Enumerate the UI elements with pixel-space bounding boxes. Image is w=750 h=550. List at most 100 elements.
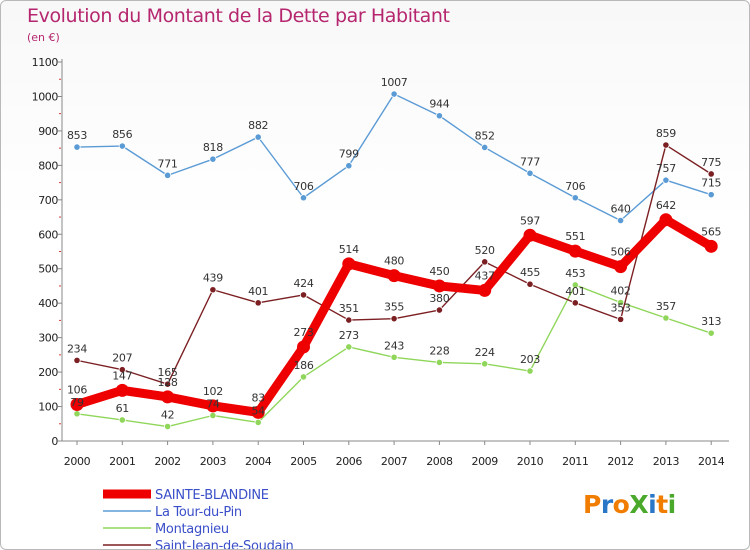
data-label: 273 (339, 329, 359, 342)
y-unit-label: (en €) (27, 31, 60, 44)
logo-letter: P (583, 490, 601, 519)
y-tick-label: 200 (38, 366, 58, 379)
data-label: 856 (112, 128, 132, 141)
data-label: 207 (112, 352, 132, 365)
data-label: 455 (520, 266, 540, 279)
data-point (435, 358, 443, 367)
data-point (118, 366, 126, 374)
data-point (659, 213, 673, 227)
x-tick-label: 2004 (245, 455, 272, 468)
x-tick-label: 2013 (653, 455, 680, 468)
data-point (118, 142, 126, 150)
data-label: 203 (520, 353, 540, 366)
y-tick-label: 0 (51, 435, 58, 448)
data-point (390, 353, 398, 361)
y-tick-label: 300 (38, 332, 58, 345)
data-label: 450 (429, 265, 449, 278)
data-point (390, 315, 398, 323)
data-label: 551 (565, 230, 585, 243)
data-label: 775 (701, 156, 721, 169)
x-tick-label: 2008 (426, 455, 453, 468)
data-point (435, 306, 443, 314)
data-label: 147 (112, 369, 132, 382)
data-label: 799 (339, 148, 359, 161)
data-label: 102 (203, 385, 223, 398)
data-point (704, 239, 718, 253)
y-tick-label: 900 (38, 125, 58, 138)
data-point (707, 191, 715, 199)
data-point (481, 143, 489, 152)
data-label: 439 (203, 272, 223, 285)
data-point (481, 258, 489, 266)
data-label: 224 (475, 346, 495, 359)
data-label: 565 (701, 225, 721, 238)
data-label: 506 (611, 246, 631, 259)
data-point (254, 133, 262, 141)
x-tick-label: 2006 (336, 455, 363, 468)
legend-label: SAINTE-BLANDINE (155, 488, 269, 503)
data-point (526, 367, 534, 375)
x-tick-label: 2005 (290, 455, 317, 468)
data-label: 640 (611, 202, 631, 215)
chart-title: Evolution du Montant de la Dette par Hab… (27, 5, 450, 27)
data-label: 355 (384, 301, 404, 314)
data-label: 54 (251, 404, 265, 417)
data-point (526, 169, 534, 177)
y-tick-label: 100 (38, 401, 58, 414)
data-point (435, 112, 443, 120)
legend-label: Montagnieu (155, 522, 229, 537)
data-point (523, 228, 537, 242)
logo-letter: X (629, 490, 649, 519)
x-tick-label: 2012 (607, 455, 633, 468)
data-label: 944 (429, 98, 449, 111)
data-point (73, 356, 81, 364)
data-point (345, 162, 353, 170)
data-point (707, 170, 715, 178)
data-point (616, 216, 625, 225)
data-point (118, 416, 126, 424)
y-tick-label: 500 (38, 263, 58, 276)
data-label: 401 (248, 285, 268, 298)
x-tick-label: 2007 (381, 455, 408, 468)
data-point (209, 155, 217, 163)
data-label: 818 (203, 141, 223, 154)
data-point (206, 399, 220, 413)
x-tick-label: 2001 (109, 455, 135, 468)
data-label: 74 (206, 398, 220, 411)
data-label: 453 (565, 267, 585, 280)
data-label: 313 (701, 315, 721, 328)
y-tick-label: 1000 (32, 90, 59, 103)
data-point (209, 411, 217, 420)
data-point (209, 286, 217, 294)
data-label: 351 (339, 302, 359, 315)
data-label: 128 (158, 376, 178, 389)
x-tick-label: 2009 (471, 455, 498, 468)
data-label: 243 (384, 339, 404, 352)
data-label: 514 (339, 243, 359, 256)
data-label: 424 (293, 277, 313, 290)
data-label: 757 (656, 162, 676, 175)
data-label: 106 (67, 383, 87, 396)
data-point (662, 176, 670, 184)
data-label: 859 (656, 127, 676, 140)
data-point (481, 360, 489, 368)
data-label: 234 (67, 342, 87, 355)
data-point (432, 279, 446, 293)
data-point (568, 244, 582, 258)
data-label: 1007 (381, 76, 408, 89)
y-tick-label: 800 (38, 159, 58, 172)
x-tick-label: 2003 (200, 455, 227, 468)
data-label: 882 (248, 119, 268, 132)
logo-letter: t (656, 490, 668, 519)
data-point (662, 314, 670, 322)
data-point (254, 418, 262, 426)
data-label: 597 (520, 214, 540, 227)
data-label: 715 (701, 177, 721, 190)
data-label: 228 (429, 344, 449, 357)
legend-label: Saint-Jean-de-Soudain (155, 539, 294, 550)
data-point (161, 390, 175, 404)
x-tick-label: 2014 (698, 455, 725, 468)
data-point (164, 422, 172, 431)
